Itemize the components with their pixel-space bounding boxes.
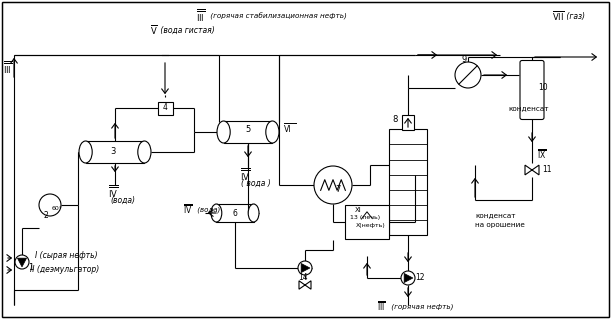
Text: XI: XI <box>355 207 362 213</box>
Circle shape <box>39 194 61 216</box>
Text: X(нефть): X(нефть) <box>356 224 386 228</box>
Text: $\overline{\overline{\mathrm{III}}}$: $\overline{\overline{\mathrm{III}}}$ <box>377 300 386 314</box>
Ellipse shape <box>138 141 151 163</box>
Text: 1: 1 <box>28 263 33 272</box>
Text: 9: 9 <box>462 56 467 64</box>
Text: 10: 10 <box>538 84 547 93</box>
Ellipse shape <box>217 121 230 143</box>
Bar <box>402 115 414 130</box>
Text: 13 (печь): 13 (печь) <box>350 216 380 220</box>
Ellipse shape <box>266 121 279 143</box>
Circle shape <box>455 62 481 88</box>
Text: 8: 8 <box>392 115 397 124</box>
FancyBboxPatch shape <box>520 61 544 120</box>
Ellipse shape <box>211 204 222 222</box>
Text: 12: 12 <box>415 273 425 283</box>
Text: 4: 4 <box>163 103 167 113</box>
Bar <box>345 205 389 239</box>
Text: конденсат: конденсат <box>508 105 549 111</box>
Bar <box>224 121 273 143</box>
Text: на орошение: на орошение <box>475 222 525 228</box>
Circle shape <box>314 166 352 204</box>
Circle shape <box>401 271 415 285</box>
Text: 14: 14 <box>298 273 307 283</box>
Text: (вода гистая): (вода гистая) <box>158 26 214 34</box>
Bar <box>216 204 254 222</box>
Text: $\overline{\overline{\mathrm{IV}}}$: $\overline{\overline{\mathrm{IV}}}$ <box>183 204 192 217</box>
Text: I (сырая нефть): I (сырая нефть) <box>35 251 98 261</box>
Ellipse shape <box>248 204 259 222</box>
Text: (вода): (вода) <box>195 207 220 213</box>
Bar <box>86 141 144 163</box>
Text: ( вода ): ( вода ) <box>241 179 271 188</box>
Text: 3: 3 <box>111 147 115 157</box>
Text: 2: 2 <box>43 211 48 219</box>
Text: 11: 11 <box>542 166 552 174</box>
Text: 6: 6 <box>233 209 238 218</box>
Text: 60°: 60° <box>52 205 63 211</box>
Polygon shape <box>525 165 539 175</box>
Bar <box>158 101 172 115</box>
Polygon shape <box>299 281 311 289</box>
Ellipse shape <box>79 141 92 163</box>
Text: (горячая нефть): (горячая нефть) <box>389 304 453 310</box>
Bar <box>389 130 427 235</box>
Text: $\overline{\overline{\mathrm{IX}}}$: $\overline{\overline{\mathrm{IX}}}$ <box>537 148 546 161</box>
Text: (газ): (газ) <box>564 11 585 20</box>
Polygon shape <box>18 258 26 267</box>
Text: конденсат: конденсат <box>475 212 516 218</box>
Text: 5: 5 <box>246 125 251 135</box>
Text: $\overline{\overline{\mathrm{III}}}$: $\overline{\overline{\mathrm{III}}}$ <box>3 60 12 77</box>
Text: $\overline{\mathrm{VII}}$: $\overline{\mathrm{VII}}$ <box>552 9 565 23</box>
Text: (горячая стабилизационная нефть): (горячая стабилизационная нефть) <box>208 12 347 20</box>
Text: VI: VI <box>284 125 291 135</box>
Text: $\overline{\mathrm{V}}$: $\overline{\mathrm{V}}$ <box>150 23 158 37</box>
Text: (вода): (вода) <box>110 196 135 204</box>
Text: $\overline{\overline{\mathrm{III}}}$: $\overline{\overline{\mathrm{III}}}$ <box>196 8 205 25</box>
Polygon shape <box>301 263 310 272</box>
Circle shape <box>298 261 312 275</box>
Text: II (деэмульгатор): II (деэмульгатор) <box>30 265 99 275</box>
Text: 7: 7 <box>335 184 340 194</box>
Circle shape <box>15 255 29 269</box>
Text: $\overline{\overline{\mathrm{IV}}}$: $\overline{\overline{\mathrm{IV}}}$ <box>240 167 250 183</box>
Polygon shape <box>404 273 413 283</box>
Text: $\overline{\overline{\mathrm{IV}}}$: $\overline{\overline{\mathrm{IV}}}$ <box>108 183 118 200</box>
